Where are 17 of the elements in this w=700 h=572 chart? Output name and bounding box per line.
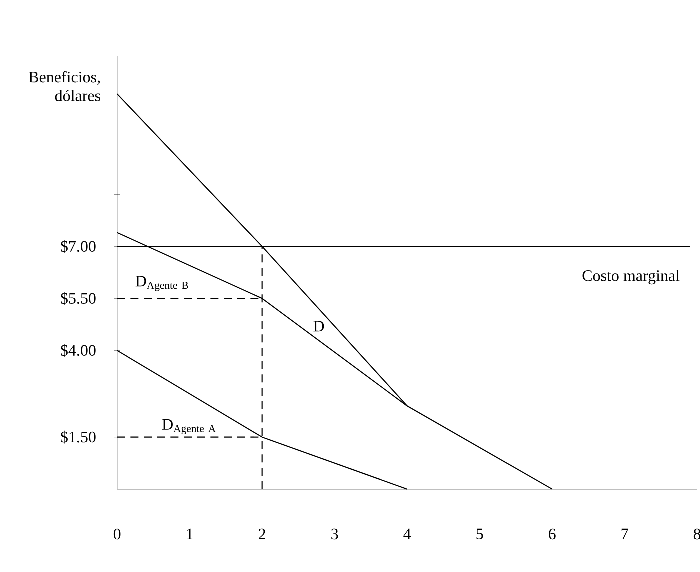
series-label: $\mathrm{D}_{\mathrm{Agente\ B}}$ bbox=[136, 276, 188, 292]
x-tick-label: 2 bbox=[259, 528, 266, 540]
series-label: Costo marginal bbox=[582, 270, 680, 285]
y-axis-title: Beneficios, dólares bbox=[29, 71, 100, 102]
x-tick-label: 7 bbox=[622, 528, 628, 540]
y-tick-label: $7.00 bbox=[61, 240, 96, 254]
y-tick-label: $5.50 bbox=[61, 292, 96, 306]
x-tick-label: 3 bbox=[332, 528, 338, 540]
x-tick-label: 0 bbox=[114, 528, 121, 540]
x-tick-label: 1 bbox=[187, 528, 193, 540]
series-label: D bbox=[314, 321, 324, 332]
y-tick-label: $4.00 bbox=[61, 344, 96, 358]
x-tick-label: 5 bbox=[476, 528, 484, 540]
x-tick-label: 4 bbox=[404, 528, 412, 540]
x-tick-label: 6 bbox=[549, 528, 556, 540]
y-tick-label: $1.50 bbox=[61, 430, 96, 444]
series-label: $\mathrm{D}_{\mathrm{Agente\ A}}$ bbox=[162, 419, 216, 435]
